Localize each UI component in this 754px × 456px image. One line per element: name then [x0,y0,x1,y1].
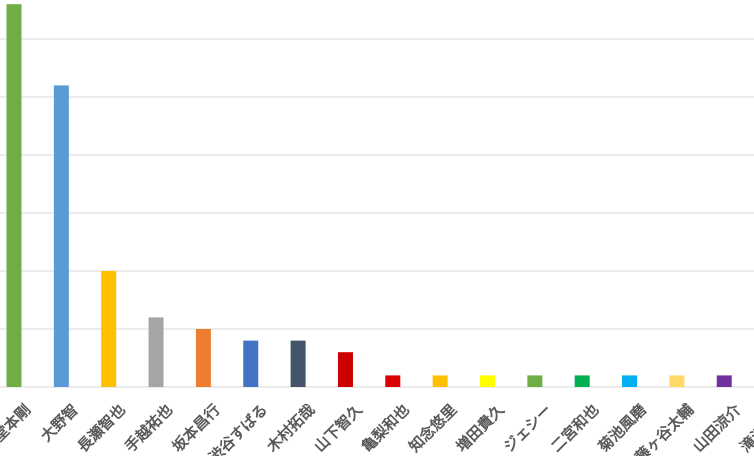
x-tick-label: 山下智久 [311,400,367,456]
x-tick-label: 知念悠里 [405,401,460,456]
bar [6,4,22,387]
x-tick-label: 増田貴久 [453,400,509,456]
bar [527,375,543,387]
x-tick-label: 堂本剛 [0,401,34,446]
x-tick-label: 手越祐也 [121,401,176,456]
bar [195,329,211,387]
x-tick-label: 亀梨和也 [358,401,413,456]
bar [574,375,590,387]
bar [337,352,353,387]
bar [101,271,117,387]
x-tick-label: ジェシー [500,401,555,456]
x-tick-label: 長瀬智也 [74,401,129,456]
bar [148,317,164,387]
bar [669,375,685,387]
bar [53,85,69,388]
bar [243,340,259,387]
bar [480,375,495,387]
bar [385,375,401,387]
bar [290,340,306,387]
bar [622,375,638,387]
bar [716,375,732,387]
x-tick-label: 木村拓哉 [263,401,319,456]
x-tick-label: 山田涼介 [689,400,745,456]
x-tick-label: 二宮和也 [547,401,602,456]
bar [432,375,448,387]
x-tick-label: 大野智 [37,401,82,446]
